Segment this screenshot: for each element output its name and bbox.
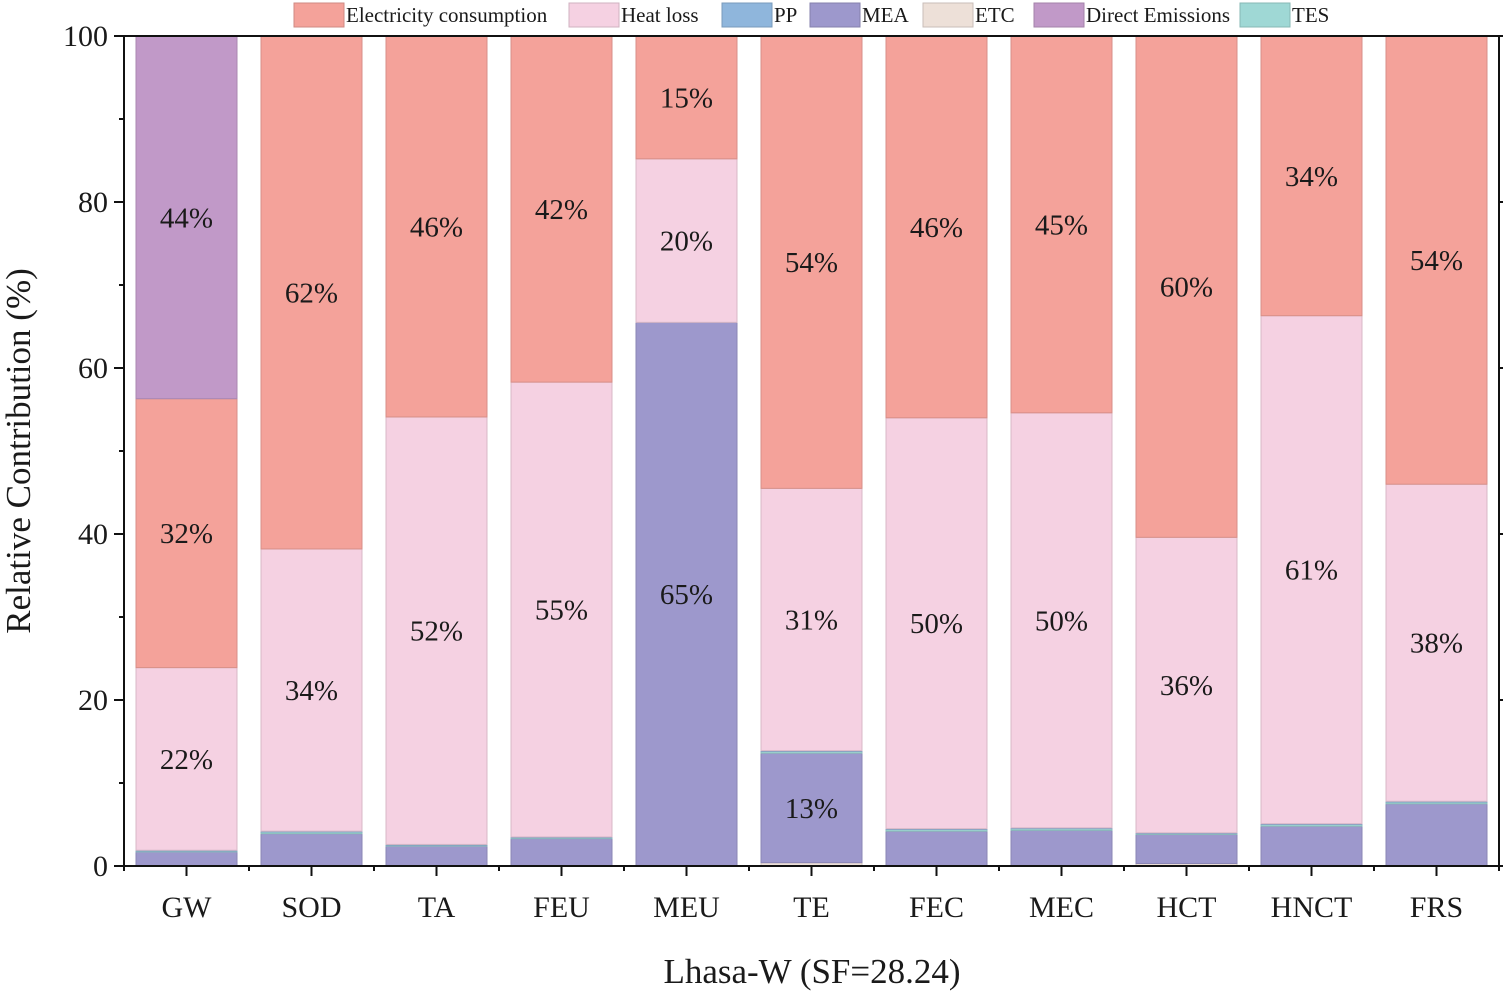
data-label-feu-electricity-consumption: 42% [535,194,588,226]
y-tick-label-80: 80 [78,186,108,219]
data-label-te-heat-loss: 31% [785,604,838,636]
x-tick-label-te: TE [793,891,830,924]
x-tick-label-meu: MEU [653,891,720,924]
axes: 0 20 40 60 80 100 GW SOD TA FEU MEU TE FEC MEC HCT HNCT… [63,20,1503,924]
legend-label-pp: PP [774,3,797,27]
data-label-hnct-heat-loss: 61% [1285,555,1338,587]
bar-gw-electricity-consumption [135,398,238,669]
bar-meu-heat-loss [635,158,738,323]
data-label-sod-electricity-consumption: 62% [285,277,338,309]
bar-sod-electricity-consumption [260,35,363,550]
data-label-te-mea: 13% [785,793,838,825]
bar-mec-electricity-consumption [1010,35,1113,414]
bar-ta-mea [385,845,488,867]
bar-fec-heat-loss [885,417,988,830]
data-label-gw-heat-loss: 22% [160,744,213,776]
bar-feu-heat-loss [510,381,613,838]
bar-ta-electricity-consumption [385,35,488,418]
y-tick-label-0: 0 [93,850,108,883]
data-label-frs-heat-loss: 38% [1410,628,1463,660]
bar-te-heat-loss [760,487,863,752]
bar-mec-mea [1010,829,1113,867]
bars [135,35,1488,867]
data-label-gw-electricity-consumption: 32% [160,518,213,550]
data-label-mec-electricity-consumption: 45% [1035,209,1088,241]
bar-sod-mea [260,833,363,867]
data-label-gw-direct-emissions: 44% [160,202,213,234]
bar-fec-mea [885,830,988,867]
data-label-frs-electricity-consumption: 54% [1410,245,1463,277]
legend-swatch-direct-emissions [1033,2,1085,28]
x-tick-label-gw: GW [162,891,213,924]
bar-hct-heat-loss [1135,536,1238,834]
data-labels: 44% 32% 22% 62% 34% 46% 52% 42% 55% 15% 20% 65% 54% 3… [160,82,1463,824]
bar-hnct-mea [1260,825,1363,867]
data-label-fec-electricity-consumption: 46% [910,212,963,244]
legend-label-direct-emissions: Direct Emissions [1086,3,1230,27]
data-label-sod-heat-loss: 34% [285,675,338,707]
bar-te-electricity-consumption [760,35,863,489]
legend-swatch-electricity-consumption [293,2,345,28]
bar-frs-mea [1385,803,1488,867]
x-tick-label-ta: TA [418,891,456,924]
legend-label-heat-loss: Heat loss [621,3,699,27]
data-label-hnct-electricity-consumption: 34% [1285,161,1338,193]
bar-sod-heat-loss [260,548,363,832]
y-tick-label-20: 20 [78,684,108,717]
x-tick-label-feu: FEU [533,891,590,924]
bar-feu-mea [510,838,613,867]
bar-ta-heat-loss [385,416,488,845]
x-tick-label-hnct: HNCT [1271,891,1353,924]
bar-gw-direct-emissions [135,35,238,400]
x-tick-label-sod: SOD [281,891,341,924]
data-label-hct-electricity-consumption: 60% [1160,272,1213,304]
data-label-fec-heat-loss: 50% [910,608,963,640]
bar-meu-electricity-consumption [635,35,738,160]
legend-swatch-etc [922,2,974,28]
legend-swatch-mea [809,2,861,28]
data-label-mec-heat-loss: 50% [1035,605,1088,637]
data-label-ta-heat-loss: 52% [410,616,463,648]
legend-label-mea: MEA [862,3,910,27]
legend-label-tes: TES [1292,3,1329,27]
y-tick-label-40: 40 [78,518,108,551]
data-label-hct-heat-loss: 36% [1160,670,1213,702]
bar-hct-mea [1135,833,1238,865]
bar-hnct-heat-loss [1260,315,1363,825]
x-tick-label-fec: FEC [909,891,964,924]
legend: Electricity consumption Heat loss PP MEA ETC… [293,2,1329,28]
bar-mec-heat-loss [1010,412,1113,829]
bar-feu-electricity-consumption [510,35,613,383]
bar-gw-mea [135,851,238,867]
legend-label-electricity-consumption: Electricity consumption [346,3,548,27]
bar-hnct-electricity-consumption [1260,35,1363,317]
bar-hct-electricity-consumption [1135,35,1238,538]
legend-swatch-pp [721,2,773,28]
data-label-te-electricity-consumption: 54% [785,247,838,279]
legend-label-etc: ETC [975,3,1015,27]
bar-frs-electricity-consumption [1385,35,1488,485]
y-tick-label-100: 100 [63,20,108,53]
bar-te-mea [760,752,863,864]
data-label-ta-electricity-consumption: 46% [410,211,463,243]
bar-meu-mea [635,321,738,867]
y-axis-title: Relative Contribution (%) [0,268,38,633]
data-label-meu-electricity-consumption: 15% [660,82,713,114]
bar-frs-heat-loss [1385,483,1488,802]
data-label-meu-heat-loss: 20% [660,226,713,258]
bar-fec-electricity-consumption [885,35,988,419]
x-tick-label-hct: HCT [1157,891,1217,924]
data-label-feu-heat-loss: 55% [535,595,588,627]
y-tick-label-60: 60 [78,352,108,385]
x-tick-label-mec: MEC [1029,891,1094,924]
x-tick-label-frs: FRS [1410,891,1463,924]
legend-swatch-tes [1239,2,1291,28]
data-label-meu-mea: 65% [660,579,713,611]
legend-swatch-heat-loss [568,2,620,28]
x-axis-title: Lhasa-W (SF=28.24) [663,952,960,991]
